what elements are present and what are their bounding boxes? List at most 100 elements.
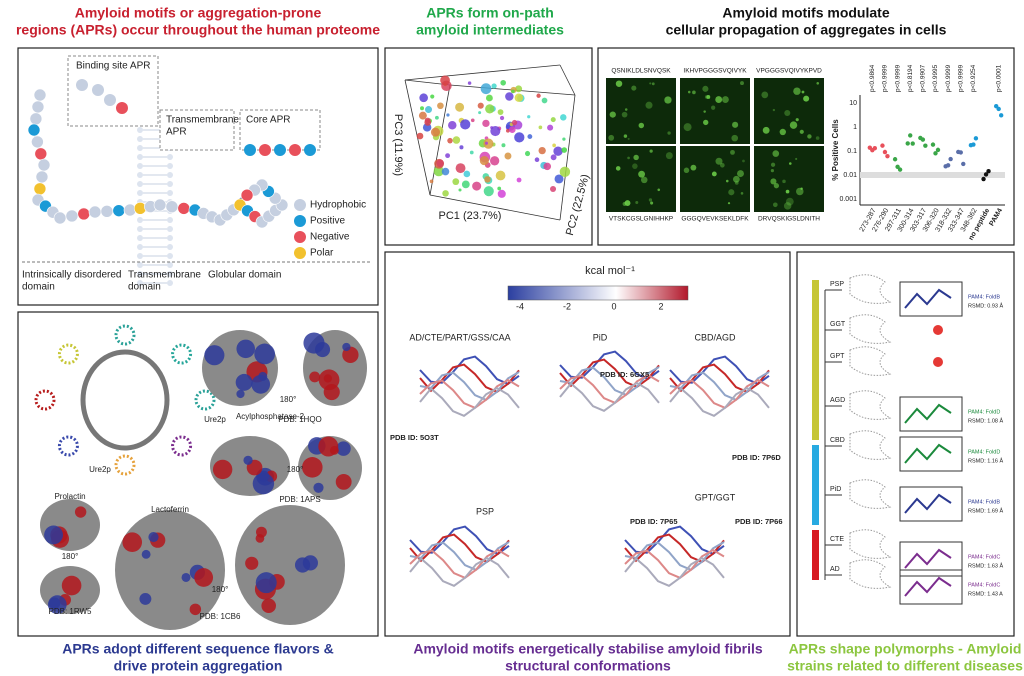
residue — [37, 158, 51, 172]
fit-label: RSMD: 1.63 Å — [968, 562, 1003, 569]
callout-box — [159, 109, 235, 151]
fit-box — [899, 436, 963, 472]
point — [479, 156, 489, 166]
surface-patch — [294, 557, 311, 573]
panel-title: cellular propagation of aggregates in ce… — [666, 22, 947, 38]
point — [440, 75, 450, 86]
residue — [35, 170, 49, 184]
surface-patch — [44, 525, 64, 545]
cell-signal — [704, 95, 709, 99]
cell-signal — [761, 91, 769, 99]
lipid-head — [167, 280, 173, 286]
sequence-label: DRVQSKIGSLDNITH — [758, 216, 820, 223]
cell-signal — [807, 134, 812, 139]
surface-patch — [235, 373, 253, 391]
micrograph — [606, 78, 676, 144]
cell-signal — [623, 134, 628, 138]
residue — [29, 112, 43, 126]
cell-point — [923, 143, 928, 148]
cell-signal — [720, 162, 725, 168]
point — [534, 157, 540, 163]
cell-signal — [627, 137, 630, 140]
cell-point — [983, 172, 989, 177]
sequence-label: IKHVPGGGSVQIVYK — [683, 68, 747, 75]
panel-title: regions (APRs) occur throughout the huma… — [16, 22, 380, 38]
point — [536, 93, 541, 98]
cell-signal — [702, 85, 709, 92]
fit-box — [899, 396, 963, 432]
fit-overlay — [904, 288, 952, 309]
point — [419, 93, 428, 103]
cell-point — [920, 137, 926, 142]
fit-overlay — [904, 403, 952, 424]
lipid-head — [137, 145, 143, 151]
p-value: p<0.9999 — [894, 64, 901, 92]
surface-patch — [61, 575, 82, 596]
lipid-head — [137, 217, 143, 223]
point — [554, 174, 564, 184]
point — [448, 121, 457, 130]
label: 180° — [62, 552, 79, 561]
legend-swatch — [294, 231, 306, 243]
label: Core APR — [246, 115, 290, 126]
surface-patch — [181, 572, 191, 582]
cell-signal — [772, 108, 776, 112]
axis-label: PC2 (22.5%) — [564, 173, 592, 237]
panel-title: drive protein aggregation — [114, 658, 283, 674]
point — [463, 170, 471, 178]
label: PDB ID: 5O3T — [390, 433, 439, 442]
point — [550, 154, 557, 161]
surface-patch — [309, 371, 321, 383]
surface-patch — [212, 459, 233, 480]
legend-label: Polar — [310, 248, 334, 259]
clade-bar — [812, 530, 819, 580]
label: Transmembrane — [166, 115, 239, 126]
cell-signal — [793, 87, 801, 95]
p-value: p<0.9999 — [957, 64, 964, 92]
point — [500, 79, 506, 86]
axis-box — [559, 64, 576, 96]
cell-signal — [638, 170, 645, 178]
cell-signal — [631, 85, 637, 91]
point — [547, 124, 554, 131]
residue — [274, 144, 286, 156]
cell-signal — [645, 101, 653, 109]
axis-box — [559, 94, 576, 221]
cell-signal — [785, 197, 794, 206]
clade-bar — [812, 445, 819, 525]
scale-unit: kcal mol⁻¹ — [585, 265, 635, 277]
cell-signal — [615, 166, 621, 171]
cell-signal — [728, 189, 735, 196]
surface-patch — [194, 568, 214, 587]
fibril-trace — [419, 363, 520, 393]
surface-patch — [303, 332, 325, 354]
callout-box — [239, 109, 321, 151]
panel-frame — [384, 251, 791, 637]
panel-frame — [384, 47, 593, 246]
point — [511, 89, 515, 94]
fibril-trace — [624, 556, 725, 587]
point — [499, 115, 505, 121]
label: Ure2p — [204, 415, 226, 424]
point — [489, 156, 500, 166]
cell-point — [930, 142, 936, 147]
surface-patch — [342, 342, 351, 352]
point — [504, 152, 512, 160]
fit-label: PAM4: FoldB — [968, 499, 1000, 505]
point — [506, 128, 510, 133]
fibril-trace — [559, 381, 660, 412]
axis-box — [429, 84, 451, 196]
peptide — [57, 435, 79, 457]
y-tick-label: 0.1 — [847, 148, 857, 155]
label: GGT — [830, 321, 846, 328]
residue — [116, 102, 128, 114]
axis-label: PC3 (11.9%) — [392, 114, 404, 176]
panel-title: APRs shape polymorphs - Amyloid — [789, 641, 1022, 657]
cell-point — [998, 113, 1004, 118]
point — [543, 162, 552, 171]
cell-signal — [789, 121, 798, 129]
fit-label: PAM4: FoldC — [968, 554, 1000, 560]
legend-label: Positive — [310, 216, 345, 227]
point — [469, 150, 474, 155]
fit-box — [899, 281, 963, 317]
